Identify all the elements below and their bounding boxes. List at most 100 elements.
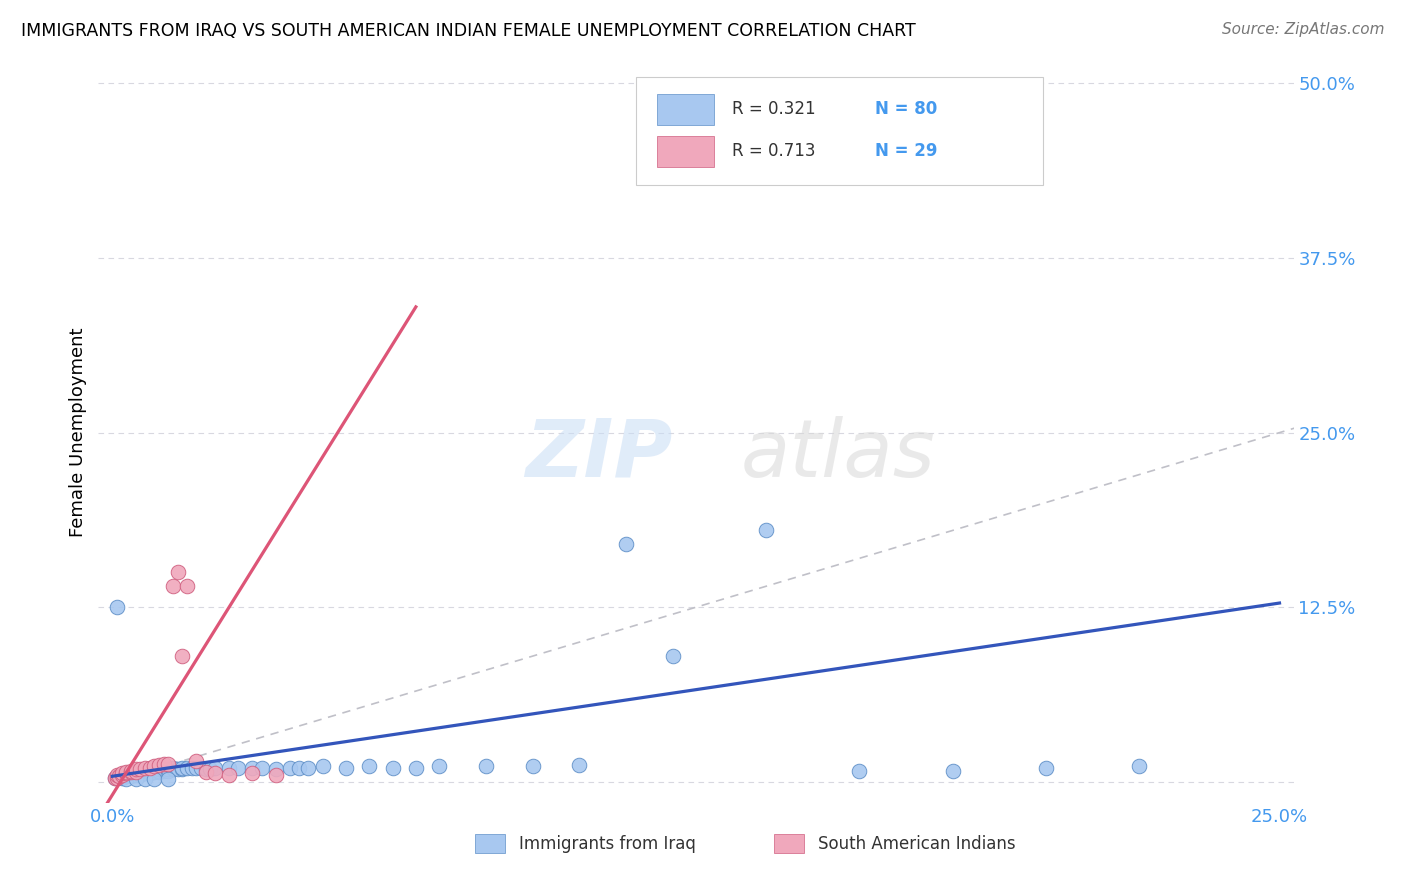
Point	[381, 761, 404, 775]
Point	[120, 768, 142, 782]
Point	[190, 761, 212, 775]
Point	[200, 762, 222, 776]
Point	[475, 759, 498, 773]
Point	[120, 764, 142, 778]
Point	[186, 761, 208, 775]
Point	[115, 768, 138, 782]
Point	[176, 579, 198, 593]
Text: R = 0.321: R = 0.321	[733, 100, 815, 118]
Point	[129, 768, 152, 782]
FancyBboxPatch shape	[657, 136, 714, 167]
FancyBboxPatch shape	[475, 834, 505, 853]
Point	[218, 761, 240, 775]
Point	[242, 766, 264, 780]
Point	[125, 766, 148, 780]
Point	[148, 764, 170, 778]
Point	[115, 766, 138, 780]
Point	[120, 769, 142, 783]
Point	[134, 764, 156, 778]
Point	[288, 761, 311, 775]
Point	[176, 761, 198, 775]
Point	[172, 761, 194, 775]
Point	[250, 761, 273, 775]
Point	[129, 762, 152, 776]
Point	[148, 762, 170, 776]
Text: South American Indians: South American Indians	[818, 835, 1015, 853]
FancyBboxPatch shape	[637, 78, 1043, 185]
FancyBboxPatch shape	[657, 94, 714, 125]
Point	[139, 765, 162, 780]
FancyBboxPatch shape	[773, 834, 804, 853]
Point	[143, 772, 166, 786]
Point	[134, 761, 156, 775]
Point	[143, 762, 166, 776]
Point	[112, 768, 135, 782]
Point	[129, 765, 152, 780]
Point	[139, 766, 162, 780]
Point	[278, 761, 301, 775]
Text: N = 80: N = 80	[876, 100, 938, 118]
Point	[125, 762, 148, 776]
Point	[162, 761, 184, 775]
Text: Immigrants from Iraq: Immigrants from Iraq	[519, 835, 696, 853]
Point	[264, 768, 287, 782]
Point	[157, 762, 180, 776]
Point	[204, 766, 226, 780]
Text: R = 0.713: R = 0.713	[733, 143, 815, 161]
Point	[134, 765, 156, 780]
Point	[942, 764, 965, 778]
Point	[242, 761, 264, 775]
Point	[157, 764, 180, 778]
Y-axis label: Female Unemployment: Female Unemployment	[69, 328, 87, 537]
Point	[148, 758, 170, 772]
Text: IMMIGRANTS FROM IRAQ VS SOUTH AMERICAN INDIAN FEMALE UNEMPLOYMENT CORRELATION CH: IMMIGRANTS FROM IRAQ VS SOUTH AMERICAN I…	[21, 22, 915, 40]
Point	[661, 649, 683, 664]
Point	[172, 649, 194, 664]
Point	[194, 762, 217, 776]
Point	[848, 764, 870, 778]
Point	[157, 756, 180, 771]
Point	[139, 761, 162, 775]
Point	[115, 769, 138, 783]
Point	[111, 768, 134, 782]
Point	[264, 762, 287, 776]
Point	[125, 765, 148, 780]
Point	[194, 765, 217, 780]
Point	[125, 768, 148, 782]
Point	[427, 759, 450, 773]
Point	[297, 761, 319, 775]
Point	[108, 769, 131, 783]
Point	[129, 766, 152, 780]
Point	[105, 771, 128, 785]
Point	[143, 765, 166, 780]
Point	[359, 759, 381, 773]
Point	[115, 772, 138, 786]
Text: atlas: atlas	[740, 416, 935, 494]
Point	[107, 769, 129, 783]
Point	[152, 762, 174, 776]
Point	[143, 759, 166, 773]
Text: Source: ZipAtlas.com: Source: ZipAtlas.com	[1222, 22, 1385, 37]
Point	[166, 566, 188, 580]
Point	[405, 761, 427, 775]
Point	[162, 579, 184, 593]
Point	[139, 764, 162, 778]
Point	[311, 759, 333, 773]
Point	[125, 772, 148, 786]
Point	[134, 766, 156, 780]
Point	[228, 761, 250, 775]
Point	[204, 761, 226, 775]
Point	[104, 771, 127, 785]
Point	[522, 759, 544, 773]
Point	[1128, 759, 1150, 773]
Point	[108, 769, 131, 783]
Point	[111, 768, 134, 782]
Point	[335, 761, 357, 775]
Point	[1035, 761, 1057, 775]
Point	[157, 772, 180, 786]
Point	[755, 524, 778, 538]
Point	[180, 761, 202, 775]
Point	[111, 766, 134, 780]
Point	[122, 766, 145, 780]
Point	[115, 765, 138, 780]
